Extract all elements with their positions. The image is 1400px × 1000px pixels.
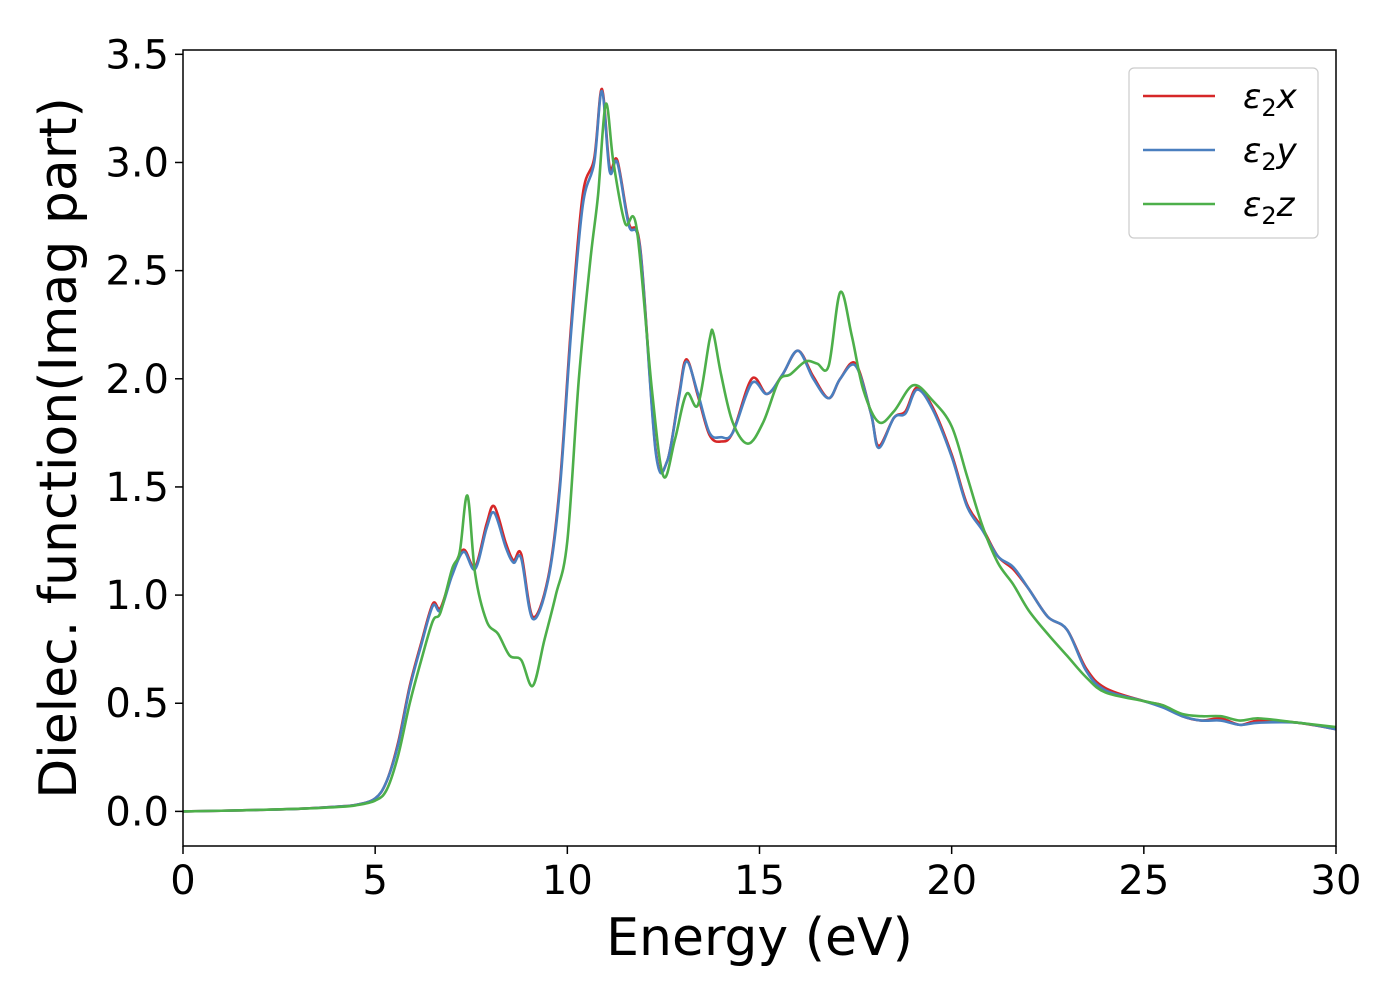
legend-box	[1128, 67, 1319, 239]
y-tick-label: 2.0	[105, 357, 169, 403]
y-tick-label: 3.5	[105, 32, 169, 78]
x-tick-label: 5	[362, 858, 387, 904]
legend-label: ε2z	[1243, 185, 1296, 230]
y-ticks: 0.0 0.5 1.0 1.5 2.0 2.5 3.0 3.5	[105, 32, 183, 835]
y-tick-label: 1.5	[105, 465, 169, 511]
legend: ε2x ε2y ε2z	[1128, 67, 1319, 239]
y-axis-label: Dielec. function(Imag part)	[29, 97, 89, 799]
legend-label: ε2x	[1243, 77, 1298, 122]
y-tick-label: 3.0	[105, 140, 169, 186]
x-tick-label: 0	[170, 858, 195, 904]
x-tick-label: 20	[926, 858, 977, 904]
y-tick-label: 0.0	[105, 789, 169, 835]
y-tick-label: 1.0	[105, 573, 169, 619]
series-line-z	[183, 102, 1336, 813]
y-tick-label: 2.5	[105, 249, 169, 295]
x-axis-label: Energy (eV)	[606, 908, 913, 968]
x-ticks: 0 5 10 15 20 25 30	[170, 846, 1361, 904]
x-tick-label: 25	[1118, 858, 1169, 904]
x-tick-label: 30	[1311, 858, 1362, 904]
series-layer	[183, 87, 1336, 813]
x-tick-label: 15	[734, 858, 785, 904]
x-tick-label: 10	[542, 858, 593, 904]
y-tick-label: 0.5	[105, 681, 169, 727]
legend-label: ε2y	[1243, 131, 1298, 176]
